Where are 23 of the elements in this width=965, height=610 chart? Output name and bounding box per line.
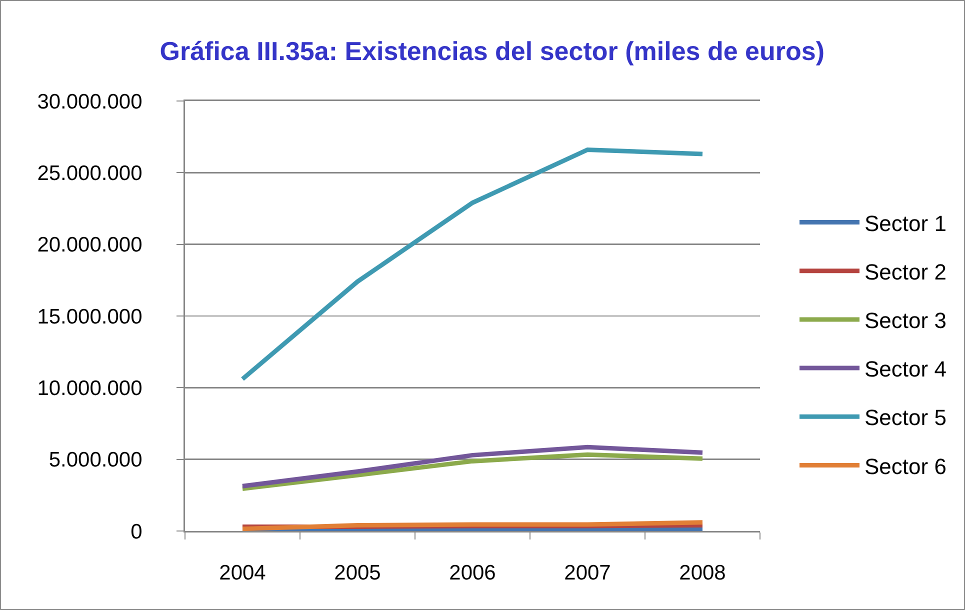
legend-label: Sector 4	[864, 356, 946, 382]
legend-label: Sector 3	[864, 308, 946, 334]
y-tick-label: 20.000.000	[37, 234, 142, 257]
y-tick-label: 5.000.000	[48, 448, 142, 472]
legend-label: Sector 6	[864, 454, 946, 479]
y-tick-label: 10.000.000	[37, 377, 142, 400]
x-tick-label: 2006	[449, 562, 496, 585]
line-series	[240, 520, 705, 531]
legend-label: Sector 2	[864, 259, 946, 284]
x-tick-label: 2004	[219, 562, 266, 585]
line-series	[240, 444, 705, 488]
line-series	[240, 452, 705, 491]
legend-label: Sector 1	[864, 210, 946, 236]
y-tick-label: 25.000.000	[37, 162, 142, 186]
x-tick-label: 2005	[334, 562, 381, 585]
legend-label: Sector 5	[864, 405, 946, 430]
chart-title: Gráfica III.35a: Existencias del sector (miles de euros)	[160, 36, 825, 66]
line-series	[240, 147, 705, 382]
y-tick-label: 30.000.000	[37, 90, 142, 114]
x-tick-label: 2007	[564, 562, 611, 585]
y-tick-label: 0	[130, 520, 142, 544]
y-tick-label: 15.000.000	[37, 305, 142, 328]
x-tick-label: 2008	[679, 562, 726, 585]
